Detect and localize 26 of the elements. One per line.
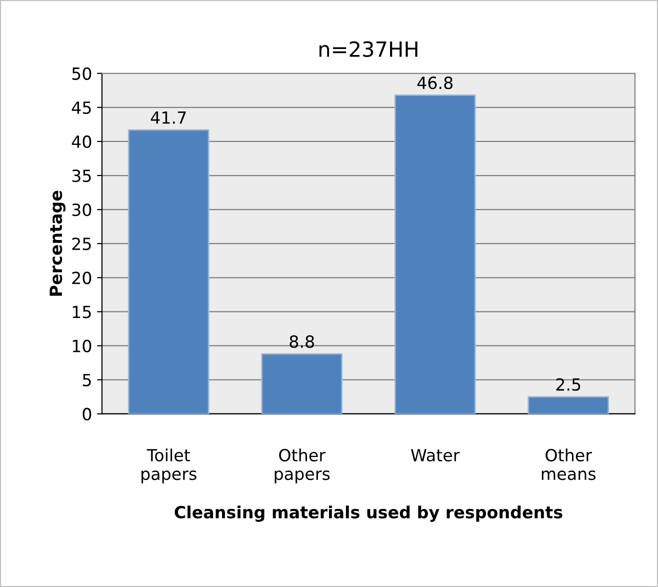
- y-tick-label: 45: [72, 102, 91, 114]
- bar: [261, 353, 343, 414]
- y-tick-label: 25: [72, 238, 91, 250]
- y-tick-label: 40: [72, 135, 92, 148]
- y-tick-label: 30: [72, 204, 92, 216]
- chart-title: n=237HH: [319, 41, 418, 58]
- y-tick-label: 15: [72, 306, 91, 318]
- y-tick-label: 0: [82, 408, 92, 420]
- x-axis-title: Cleansing materials used by respondents: [174, 506, 562, 522]
- bar: [528, 396, 610, 414]
- x-tick-label: Other means: [542, 448, 596, 480]
- x-tick-label: Toilet papers: [142, 448, 196, 484]
- y-tick-label: 50: [72, 67, 92, 80]
- y-axis-title: Percentage: [50, 190, 66, 296]
- data-label: 8.8: [290, 335, 314, 348]
- y-tick-label: 5: [82, 374, 91, 386]
- data-label: 2.5: [556, 378, 580, 391]
- y-tick-label: 10: [72, 340, 92, 352]
- y-tick-label: 35: [72, 169, 91, 182]
- x-tick-label: Water: [411, 449, 460, 462]
- bar: [128, 129, 210, 414]
- data-label: 46.8: [417, 76, 453, 90]
- y-tick-label: 20: [72, 272, 92, 284]
- data-label: 41.7: [150, 111, 186, 124]
- x-tick-label: Other papers: [274, 448, 330, 484]
- bar: [394, 94, 476, 414]
